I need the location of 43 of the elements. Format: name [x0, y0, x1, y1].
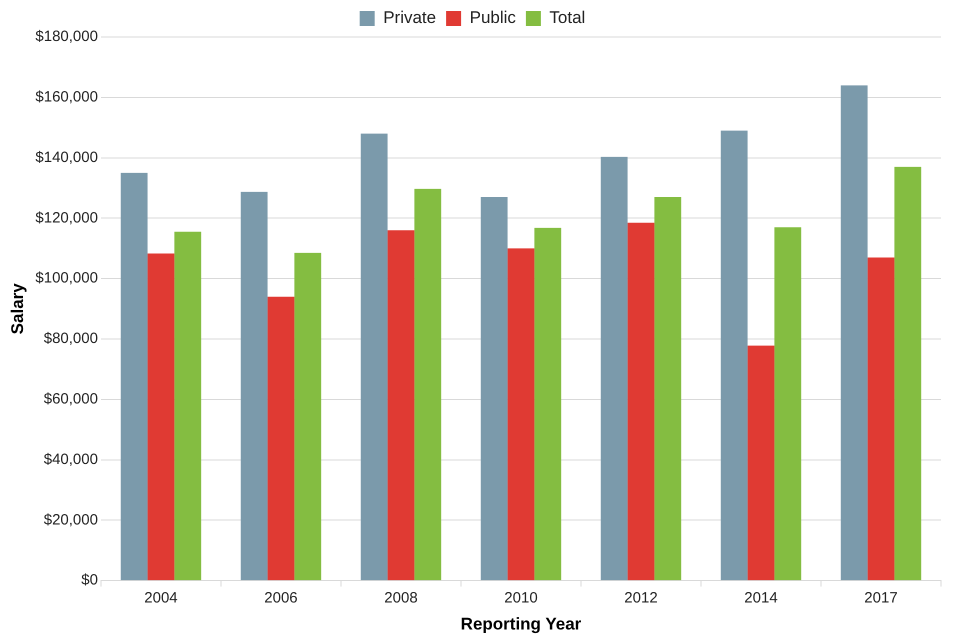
bar	[748, 346, 774, 580]
bar	[628, 222, 654, 580]
bar	[174, 232, 202, 580]
y-tick-label: $140,000	[35, 148, 98, 166]
x-tick-label: 2010	[504, 590, 538, 607]
y-tick-label: $160,000	[35, 88, 98, 106]
x-tick-label: 2017	[864, 590, 898, 607]
bar	[894, 166, 922, 580]
x-tick-label: 2014	[744, 590, 778, 607]
bar	[148, 254, 174, 580]
bar	[388, 230, 414, 580]
x-tick-label: 2008	[384, 590, 418, 607]
legend-label: Public	[470, 8, 516, 28]
bar	[840, 85, 868, 580]
bar	[268, 296, 294, 580]
bar	[480, 197, 508, 580]
x-tick-label: 2004	[144, 590, 178, 607]
bar	[600, 156, 628, 580]
bar	[294, 252, 322, 580]
bar	[868, 257, 894, 580]
bar	[508, 248, 534, 580]
y-tick-label: $60,000	[44, 390, 98, 408]
y-tick-label: $0	[81, 572, 98, 589]
x-tick-label: 2006	[264, 590, 298, 607]
y-tick-label: $100,000	[35, 270, 98, 287]
bar	[774, 227, 802, 580]
bar	[360, 134, 388, 580]
bar	[120, 172, 148, 580]
legend-label: Private	[383, 8, 436, 28]
y-tick-label: $40,000	[44, 450, 98, 468]
bar	[534, 228, 562, 580]
legend-label: Total	[549, 8, 586, 28]
bar	[240, 192, 268, 580]
y-tick-label: $120,000	[35, 209, 98, 226]
y-tick-label: $20,000	[44, 511, 98, 528]
x-axis-title: Reporting Year	[460, 614, 582, 634]
x-tick-label: 2012	[624, 590, 658, 607]
bar	[720, 130, 748, 580]
bar	[414, 188, 442, 580]
y-tick-label: $180,000	[35, 28, 98, 46]
y-tick-label: $80,000	[44, 330, 98, 348]
y-axis-title: Salary	[8, 282, 27, 334]
bar	[654, 197, 682, 580]
